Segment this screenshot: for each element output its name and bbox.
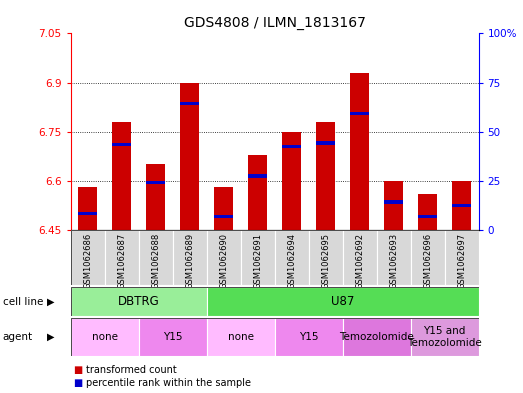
Bar bbox=[214, 187, 233, 230]
Text: GSM1062693: GSM1062693 bbox=[389, 233, 398, 289]
Bar bbox=[180, 102, 199, 105]
Bar bbox=[377, 230, 411, 285]
Text: ■: ■ bbox=[73, 378, 83, 388]
Bar bbox=[248, 154, 267, 230]
Bar bbox=[207, 287, 479, 316]
Bar bbox=[275, 318, 343, 356]
Text: ■: ■ bbox=[73, 365, 83, 375]
Bar bbox=[350, 73, 369, 230]
Text: GSM1062691: GSM1062691 bbox=[253, 233, 262, 288]
Bar bbox=[282, 145, 301, 148]
Text: U87: U87 bbox=[331, 295, 354, 308]
Text: cell line: cell line bbox=[3, 297, 43, 307]
Text: Temozolomide: Temozolomide bbox=[339, 332, 414, 342]
Bar bbox=[275, 230, 309, 285]
Text: none: none bbox=[92, 332, 118, 342]
Text: ▶: ▶ bbox=[48, 332, 55, 342]
Text: GSM1062686: GSM1062686 bbox=[83, 233, 92, 289]
Bar bbox=[180, 83, 199, 230]
Text: Y15: Y15 bbox=[299, 332, 319, 342]
Bar bbox=[248, 174, 267, 178]
Text: percentile rank within the sample: percentile rank within the sample bbox=[86, 378, 251, 388]
Bar bbox=[316, 141, 335, 145]
Bar bbox=[316, 122, 335, 230]
Bar bbox=[71, 318, 139, 356]
Title: GDS4808 / ILMN_1813167: GDS4808 / ILMN_1813167 bbox=[184, 16, 366, 29]
Bar bbox=[384, 181, 403, 230]
Bar bbox=[112, 122, 131, 230]
Bar bbox=[282, 132, 301, 230]
Text: GSM1062688: GSM1062688 bbox=[151, 233, 160, 289]
Bar bbox=[139, 318, 207, 356]
Bar bbox=[78, 187, 97, 230]
Bar bbox=[411, 230, 445, 285]
Bar bbox=[173, 230, 207, 285]
Bar bbox=[78, 212, 97, 215]
Text: GSM1062689: GSM1062689 bbox=[185, 233, 194, 289]
Bar bbox=[241, 230, 275, 285]
Text: transformed count: transformed count bbox=[86, 365, 177, 375]
Bar bbox=[71, 230, 105, 285]
Bar bbox=[418, 194, 437, 230]
Text: GSM1062690: GSM1062690 bbox=[219, 233, 228, 288]
Bar bbox=[343, 318, 411, 356]
Text: GSM1062694: GSM1062694 bbox=[287, 233, 296, 288]
Text: GSM1062697: GSM1062697 bbox=[457, 233, 466, 289]
Text: GSM1062695: GSM1062695 bbox=[321, 233, 330, 288]
Bar bbox=[445, 230, 479, 285]
Bar bbox=[343, 230, 377, 285]
Text: GSM1062687: GSM1062687 bbox=[117, 233, 126, 289]
Text: none: none bbox=[228, 332, 254, 342]
Text: Y15 and
Temozolomide: Y15 and Temozolomide bbox=[407, 326, 482, 348]
Bar bbox=[207, 230, 241, 285]
Bar bbox=[452, 204, 471, 207]
Bar bbox=[452, 181, 471, 230]
Text: DBTRG: DBTRG bbox=[118, 295, 160, 308]
Bar bbox=[207, 318, 275, 356]
Text: Y15: Y15 bbox=[163, 332, 183, 342]
Bar bbox=[350, 112, 369, 115]
Bar bbox=[105, 230, 139, 285]
Bar bbox=[112, 143, 131, 146]
Text: ▶: ▶ bbox=[48, 297, 55, 307]
Bar bbox=[411, 318, 479, 356]
Bar bbox=[418, 215, 437, 219]
Text: GSM1062696: GSM1062696 bbox=[423, 233, 432, 289]
Bar bbox=[384, 200, 403, 204]
Bar bbox=[309, 230, 343, 285]
Bar bbox=[214, 215, 233, 219]
Text: GSM1062692: GSM1062692 bbox=[355, 233, 364, 288]
Bar bbox=[139, 230, 173, 285]
Bar bbox=[71, 287, 207, 316]
Bar bbox=[146, 164, 165, 230]
Bar bbox=[146, 181, 165, 184]
Text: agent: agent bbox=[3, 332, 33, 342]
